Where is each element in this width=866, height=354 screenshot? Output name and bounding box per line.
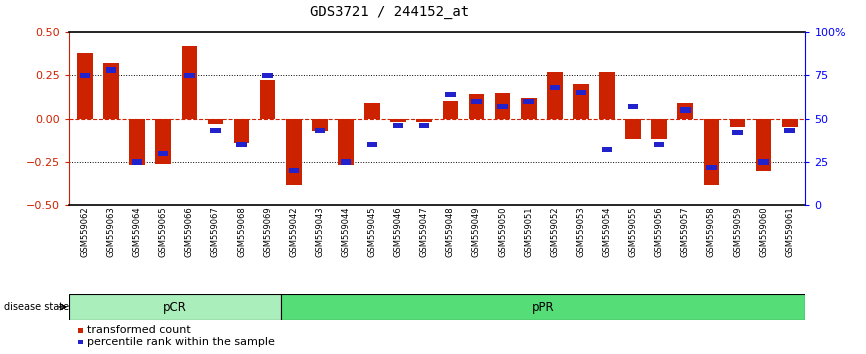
Bar <box>497 104 507 109</box>
Bar <box>573 84 589 119</box>
Bar <box>365 103 380 119</box>
Bar <box>80 73 90 78</box>
Bar <box>103 63 119 119</box>
Bar <box>393 123 404 128</box>
Bar <box>260 80 275 119</box>
Bar <box>443 101 458 119</box>
Bar <box>210 128 221 133</box>
Bar <box>576 90 586 95</box>
Bar <box>419 123 430 128</box>
Bar <box>730 119 746 127</box>
Bar <box>706 165 717 170</box>
Bar <box>651 119 667 139</box>
Bar <box>417 119 432 122</box>
Bar <box>445 92 456 97</box>
Bar <box>77 53 93 119</box>
Bar <box>759 159 769 165</box>
Text: pCR: pCR <box>163 301 187 314</box>
Bar <box>785 128 795 133</box>
Bar <box>625 119 641 139</box>
Bar <box>599 72 615 119</box>
Bar <box>129 119 145 165</box>
Bar <box>520 98 537 119</box>
Bar <box>367 142 378 147</box>
Bar <box>234 119 249 143</box>
Bar <box>756 119 772 171</box>
Bar <box>236 142 247 147</box>
Bar <box>184 73 195 78</box>
Bar <box>391 119 406 122</box>
Bar <box>312 119 327 131</box>
Bar <box>132 159 142 165</box>
Bar <box>158 151 169 156</box>
Bar <box>628 104 638 109</box>
Bar <box>677 103 693 119</box>
Text: pPR: pPR <box>532 301 554 314</box>
Bar <box>547 72 563 119</box>
Text: GDS3721 / 244152_at: GDS3721 / 244152_at <box>310 5 469 19</box>
Bar <box>208 119 223 124</box>
Bar <box>262 73 273 78</box>
Text: percentile rank within the sample: percentile rank within the sample <box>87 337 275 347</box>
Bar <box>733 130 743 135</box>
Bar <box>703 119 720 184</box>
Bar <box>288 168 299 173</box>
Bar <box>106 67 116 73</box>
Bar <box>340 159 352 165</box>
Bar <box>471 99 481 104</box>
Bar <box>782 119 798 127</box>
Bar <box>523 99 534 104</box>
Text: disease state: disease state <box>4 302 69 312</box>
Bar <box>286 119 301 184</box>
Bar <box>494 93 510 119</box>
Bar <box>469 94 484 119</box>
Bar <box>654 142 664 147</box>
Bar <box>155 119 171 164</box>
Bar <box>182 46 197 119</box>
Bar <box>69 294 281 320</box>
Text: transformed count: transformed count <box>87 325 191 336</box>
Bar <box>338 119 354 165</box>
Bar <box>602 147 612 153</box>
Bar <box>314 128 325 133</box>
Bar <box>680 107 690 113</box>
Bar <box>281 294 805 320</box>
Bar <box>550 85 560 90</box>
